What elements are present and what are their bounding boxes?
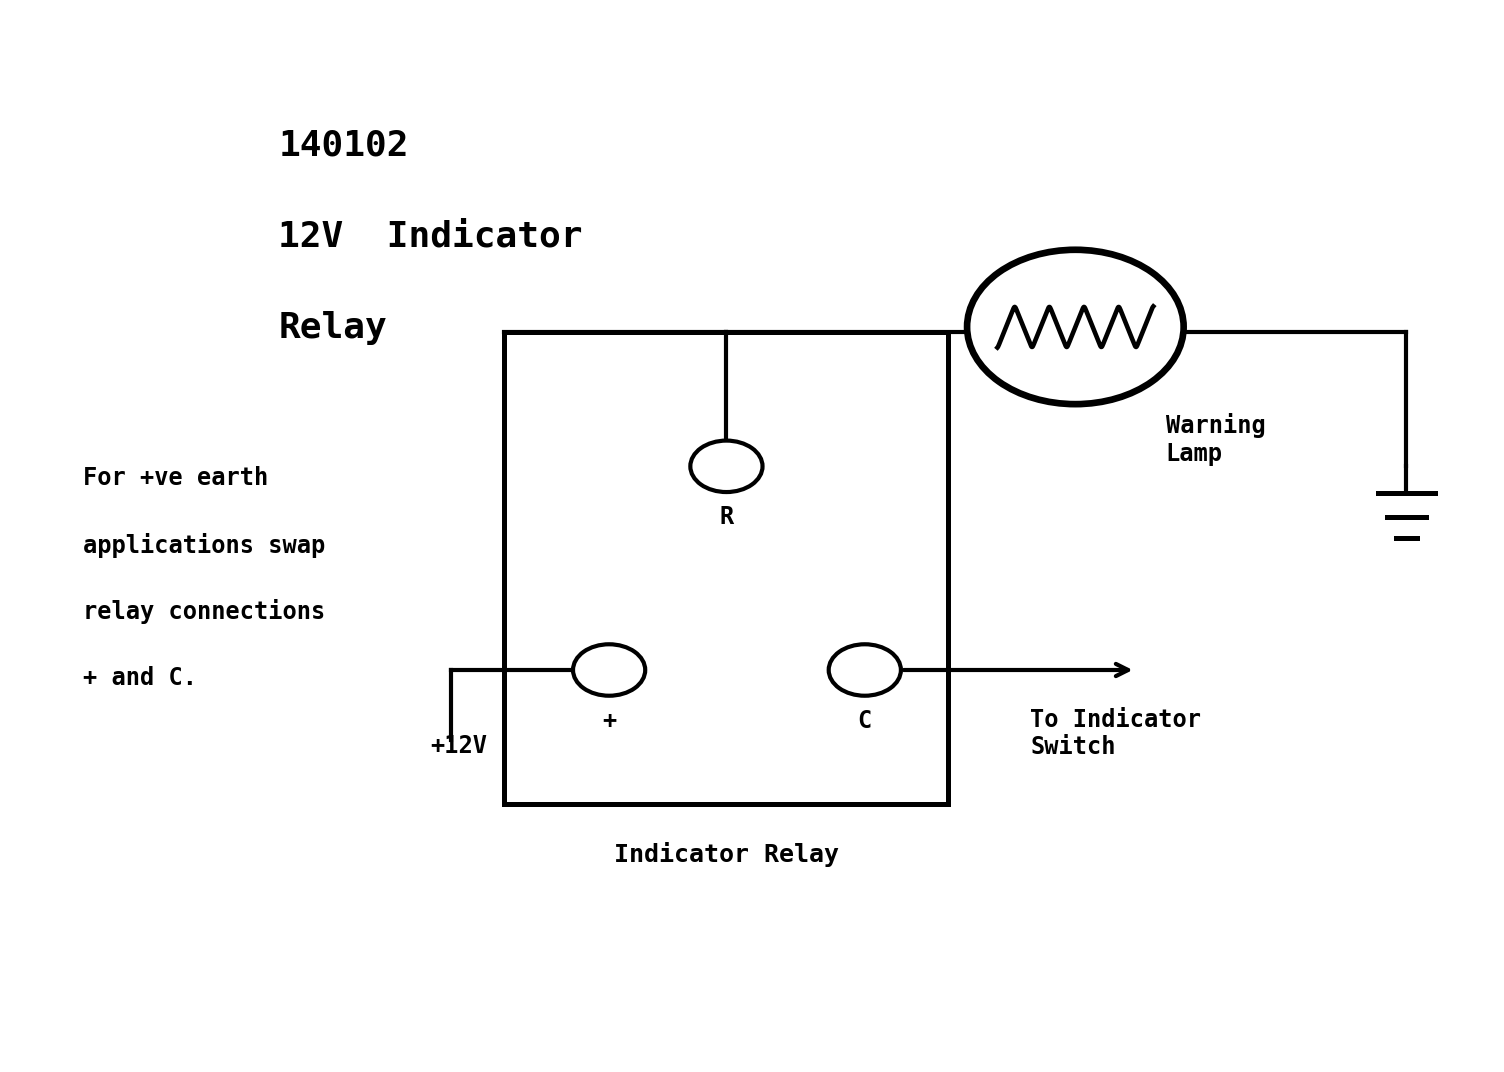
Text: For +ve earth: For +ve earth [83,466,268,490]
Text: 140102: 140102 [278,129,409,163]
Bar [504,332,948,804]
Text: Relay: Relay [278,311,387,345]
Circle shape [690,441,763,492]
Circle shape [967,250,1184,404]
Text: Warning
Lamp: Warning Lamp [1166,413,1265,465]
Text: relay connections: relay connections [83,599,325,624]
Text: Indicator Relay: Indicator Relay [614,842,839,866]
Text: applications swap: applications swap [83,533,325,557]
Text: C: C [857,709,872,732]
Text: +12V: +12V [430,734,487,758]
Text: To Indicator
Switch: To Indicator Switch [1030,708,1202,759]
Text: R: R [719,505,734,528]
Circle shape [573,644,645,696]
Circle shape [829,644,901,696]
Text: +: + [602,709,617,732]
Text: + and C.: + and C. [83,666,197,689]
Text: 12V  Indicator: 12V Indicator [278,220,582,254]
